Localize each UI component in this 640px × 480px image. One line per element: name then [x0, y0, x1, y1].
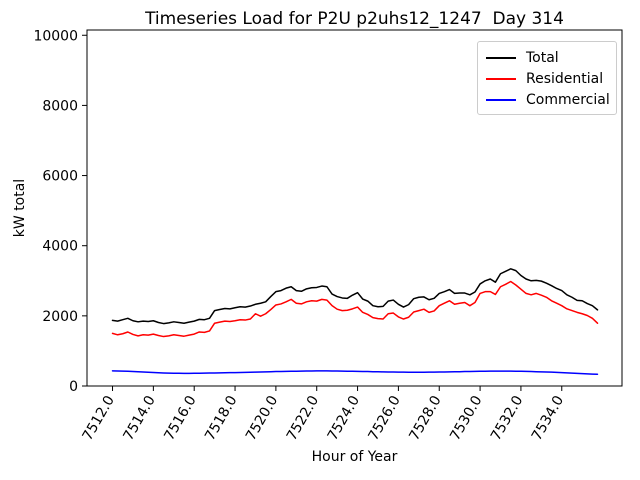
legend-item-commercial: Commercial — [478, 89, 616, 110]
legend-label-residential: Residential — [526, 70, 604, 87]
x-tick-label: 7526.0 — [366, 393, 404, 443]
x-tick-label: 7530.0 — [447, 393, 485, 443]
legend-item-residential: Residential — [478, 68, 616, 89]
x-tick-label: 7532.0 — [488, 393, 526, 443]
y-tick-label: 6000 — [42, 169, 78, 185]
y-tick-label: 10000 — [33, 28, 78, 44]
x-tick-label: 7522.0 — [284, 393, 322, 443]
commercial-line-swatch — [486, 98, 516, 101]
axes-spines — [86, 29, 623, 387]
x-tick-label: 7516.0 — [161, 393, 199, 443]
series-line-commercial — [111, 370, 599, 375]
chart-title: Timeseries Load for P2U p2uhs12_1247 Day… — [145, 9, 564, 29]
legend-item-total: Total — [478, 47, 616, 68]
x-tick-label: 7518.0 — [202, 393, 240, 443]
y-tick-label: 0 — [69, 379, 78, 395]
x-tick-label: 7524.0 — [325, 393, 363, 443]
residential-line-swatch — [486, 77, 516, 80]
legend-label-commercial: Commercial — [526, 91, 610, 108]
y-tick-label: 8000 — [42, 98, 78, 114]
y-tick-label: 4000 — [42, 239, 78, 255]
x-tick-label: 7528.0 — [406, 393, 444, 443]
y-tick-label: 2000 — [42, 309, 78, 325]
x-tick-label: 7514.0 — [120, 393, 158, 443]
legend-label-total: Total — [526, 49, 559, 66]
x-tick-label: 7534.0 — [529, 393, 567, 443]
series-line-total — [111, 268, 599, 325]
x-axis-label: Hour of Year — [311, 449, 398, 465]
x-tick-label: 7520.0 — [243, 393, 281, 443]
legend: Total Residential Commercial — [477, 41, 617, 115]
series-line-residential — [111, 280, 599, 338]
total-line-swatch — [486, 56, 516, 59]
x-tick-label: 7512.0 — [80, 393, 118, 443]
